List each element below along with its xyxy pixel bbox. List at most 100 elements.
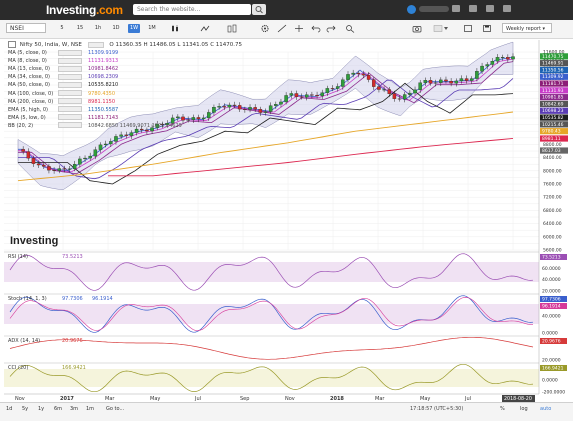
ma-200-line [108, 137, 514, 177]
candle-body [346, 74, 350, 80]
scale-%[interactable]: % [500, 406, 505, 412]
legend-item[interactable]: BB (20, 2) 10842.6850 11469.9071 10215.46… [8, 122, 242, 130]
candle-body [160, 124, 165, 125]
site-logo[interactable]: Investing.com [46, 3, 123, 17]
candle-body [72, 164, 77, 170]
crosshair-icon[interactable] [294, 24, 304, 33]
candle-body [469, 78, 474, 81]
current-date-badge [502, 395, 535, 402]
legend-item[interactable]: EMA (5, high, 0) 11350.5587 [8, 106, 242, 114]
legend-item[interactable]: MA (200, close, 0) 8981.1150 [8, 98, 242, 106]
camera-icon[interactable] [412, 24, 422, 33]
candle-body [475, 71, 479, 79]
range-navigator [0, 402, 573, 421]
legend-item[interactable]: MA (8, close, 0) 11131.9313 [8, 57, 242, 65]
legend-controls[interactable] [58, 98, 82, 105]
flag-icon[interactable] [503, 5, 511, 12]
candle-body [320, 92, 324, 97]
save-icon[interactable] [482, 24, 492, 33]
compare-icon[interactable] [227, 24, 237, 33]
adx-value: 20.9676 [62, 338, 83, 344]
candlesticks [21, 53, 515, 174]
legend-controls[interactable] [58, 114, 82, 121]
range-5y[interactable]: 5y [22, 406, 29, 412]
symbol-input[interactable]: NSEI [6, 23, 46, 33]
candlestick-type-icon[interactable] [170, 24, 180, 33]
legend-item[interactable]: MA (34, close, 0) 10698.2309 [8, 73, 242, 81]
legend-controls[interactable] [58, 106, 82, 113]
timeframe-5[interactable]: 5 [60, 25, 64, 31]
candle-body [382, 89, 386, 91]
candle-body [222, 106, 226, 108]
legend-item-name: MA (5, close, 0) [8, 50, 47, 57]
gear-icon[interactable] [260, 24, 270, 33]
moving-average-line [18, 82, 514, 185]
candle-body [109, 141, 113, 145]
candle-body [83, 157, 87, 160]
range-6m[interactable]: 6m [54, 406, 63, 412]
candle-body [62, 168, 67, 170]
stoch-axis-label: 0.0000 [542, 331, 558, 337]
candle-body [227, 104, 232, 108]
undo-icon[interactable] [311, 24, 321, 33]
range-1y[interactable]: 1y [38, 406, 45, 412]
color-picker-icon[interactable] [433, 24, 451, 33]
candle-body [490, 61, 495, 65]
range-1d[interactable]: 1d [6, 406, 13, 412]
price-tick-label: 8000.00 [543, 168, 562, 174]
legend-controls[interactable] [58, 122, 82, 129]
legend-controls[interactable] [58, 73, 82, 80]
time-tick-label: Nov [285, 396, 295, 402]
timeframe-1D[interactable]: 1D [112, 25, 120, 31]
candle-body [335, 86, 340, 89]
timeframe-15[interactable]: 15 [76, 25, 84, 31]
legend-item-value: 11309.9199 [88, 50, 119, 57]
candle-body [217, 106, 221, 108]
scale-auto[interactable]: auto [540, 406, 552, 412]
goto-button[interactable]: Go to... [106, 406, 125, 412]
search-button[interactable] [252, 4, 266, 15]
legend-item[interactable]: EMA (5, low, 0) 11181.7143 [8, 114, 242, 122]
bell-icon[interactable] [469, 5, 477, 12]
range-1m[interactable]: 1m [86, 406, 95, 412]
candle-body [433, 82, 438, 84]
lock-icon[interactable] [486, 5, 494, 12]
time-tick-label: 2018 [330, 396, 344, 402]
legend-controls[interactable] [58, 65, 82, 72]
search-input[interactable]: Search the website... [133, 4, 251, 15]
price-chart[interactable]: Investing RSI (14)73.521380.000060.00004… [0, 38, 573, 402]
report-dropdown[interactable]: Weekly report ▾ [502, 23, 552, 33]
price-badge-text: 10842.69 [542, 101, 564, 107]
draw-line-icon[interactable] [277, 24, 287, 33]
fullscreen-icon[interactable] [463, 24, 473, 33]
candle-body [506, 57, 510, 60]
candle-body [444, 79, 448, 82]
zoom-icon[interactable] [345, 24, 355, 33]
indicator-icon[interactable] [200, 24, 210, 33]
legend-item-name: MA (200, close, 0) [8, 98, 54, 105]
briefcase-icon[interactable] [452, 5, 460, 12]
legend-controls[interactable] [58, 81, 82, 88]
bollinger-band [17, 41, 514, 191]
timeframe-1M[interactable]: 1M [148, 25, 156, 31]
range-3m[interactable]: 3m [70, 406, 79, 412]
legend-item[interactable]: MA (5, close, 0) 11309.9199 [8, 49, 242, 57]
candle-body [372, 79, 376, 87]
scale-log[interactable]: log [520, 406, 528, 412]
user-name[interactable] [419, 6, 449, 12]
ma-100-line [17, 111, 514, 182]
timeframe-1h[interactable]: 1h [94, 25, 102, 31]
candle-body [428, 80, 433, 84]
timeframe-1W[interactable]: 1W [128, 24, 140, 33]
legend-item[interactable]: MA (50, close, 0) 10535.8210 [8, 81, 242, 89]
stoch-badge [540, 296, 567, 302]
legend-item[interactable]: MA (100, close, 0) 9780.4350 [8, 90, 242, 98]
stoch-badge [540, 303, 567, 309]
legend-item[interactable]: MA (13, close, 0) 10981.8462 [8, 65, 242, 73]
legend-controls[interactable] [58, 57, 82, 64]
user-avatar[interactable] [407, 5, 416, 14]
legend-controls[interactable] [58, 90, 82, 97]
indicator-legend: Nifty 50, India, W, NSE O 11360.35 H 114… [8, 41, 242, 130]
redo-icon[interactable] [326, 24, 336, 33]
legend-controls[interactable] [58, 49, 82, 56]
